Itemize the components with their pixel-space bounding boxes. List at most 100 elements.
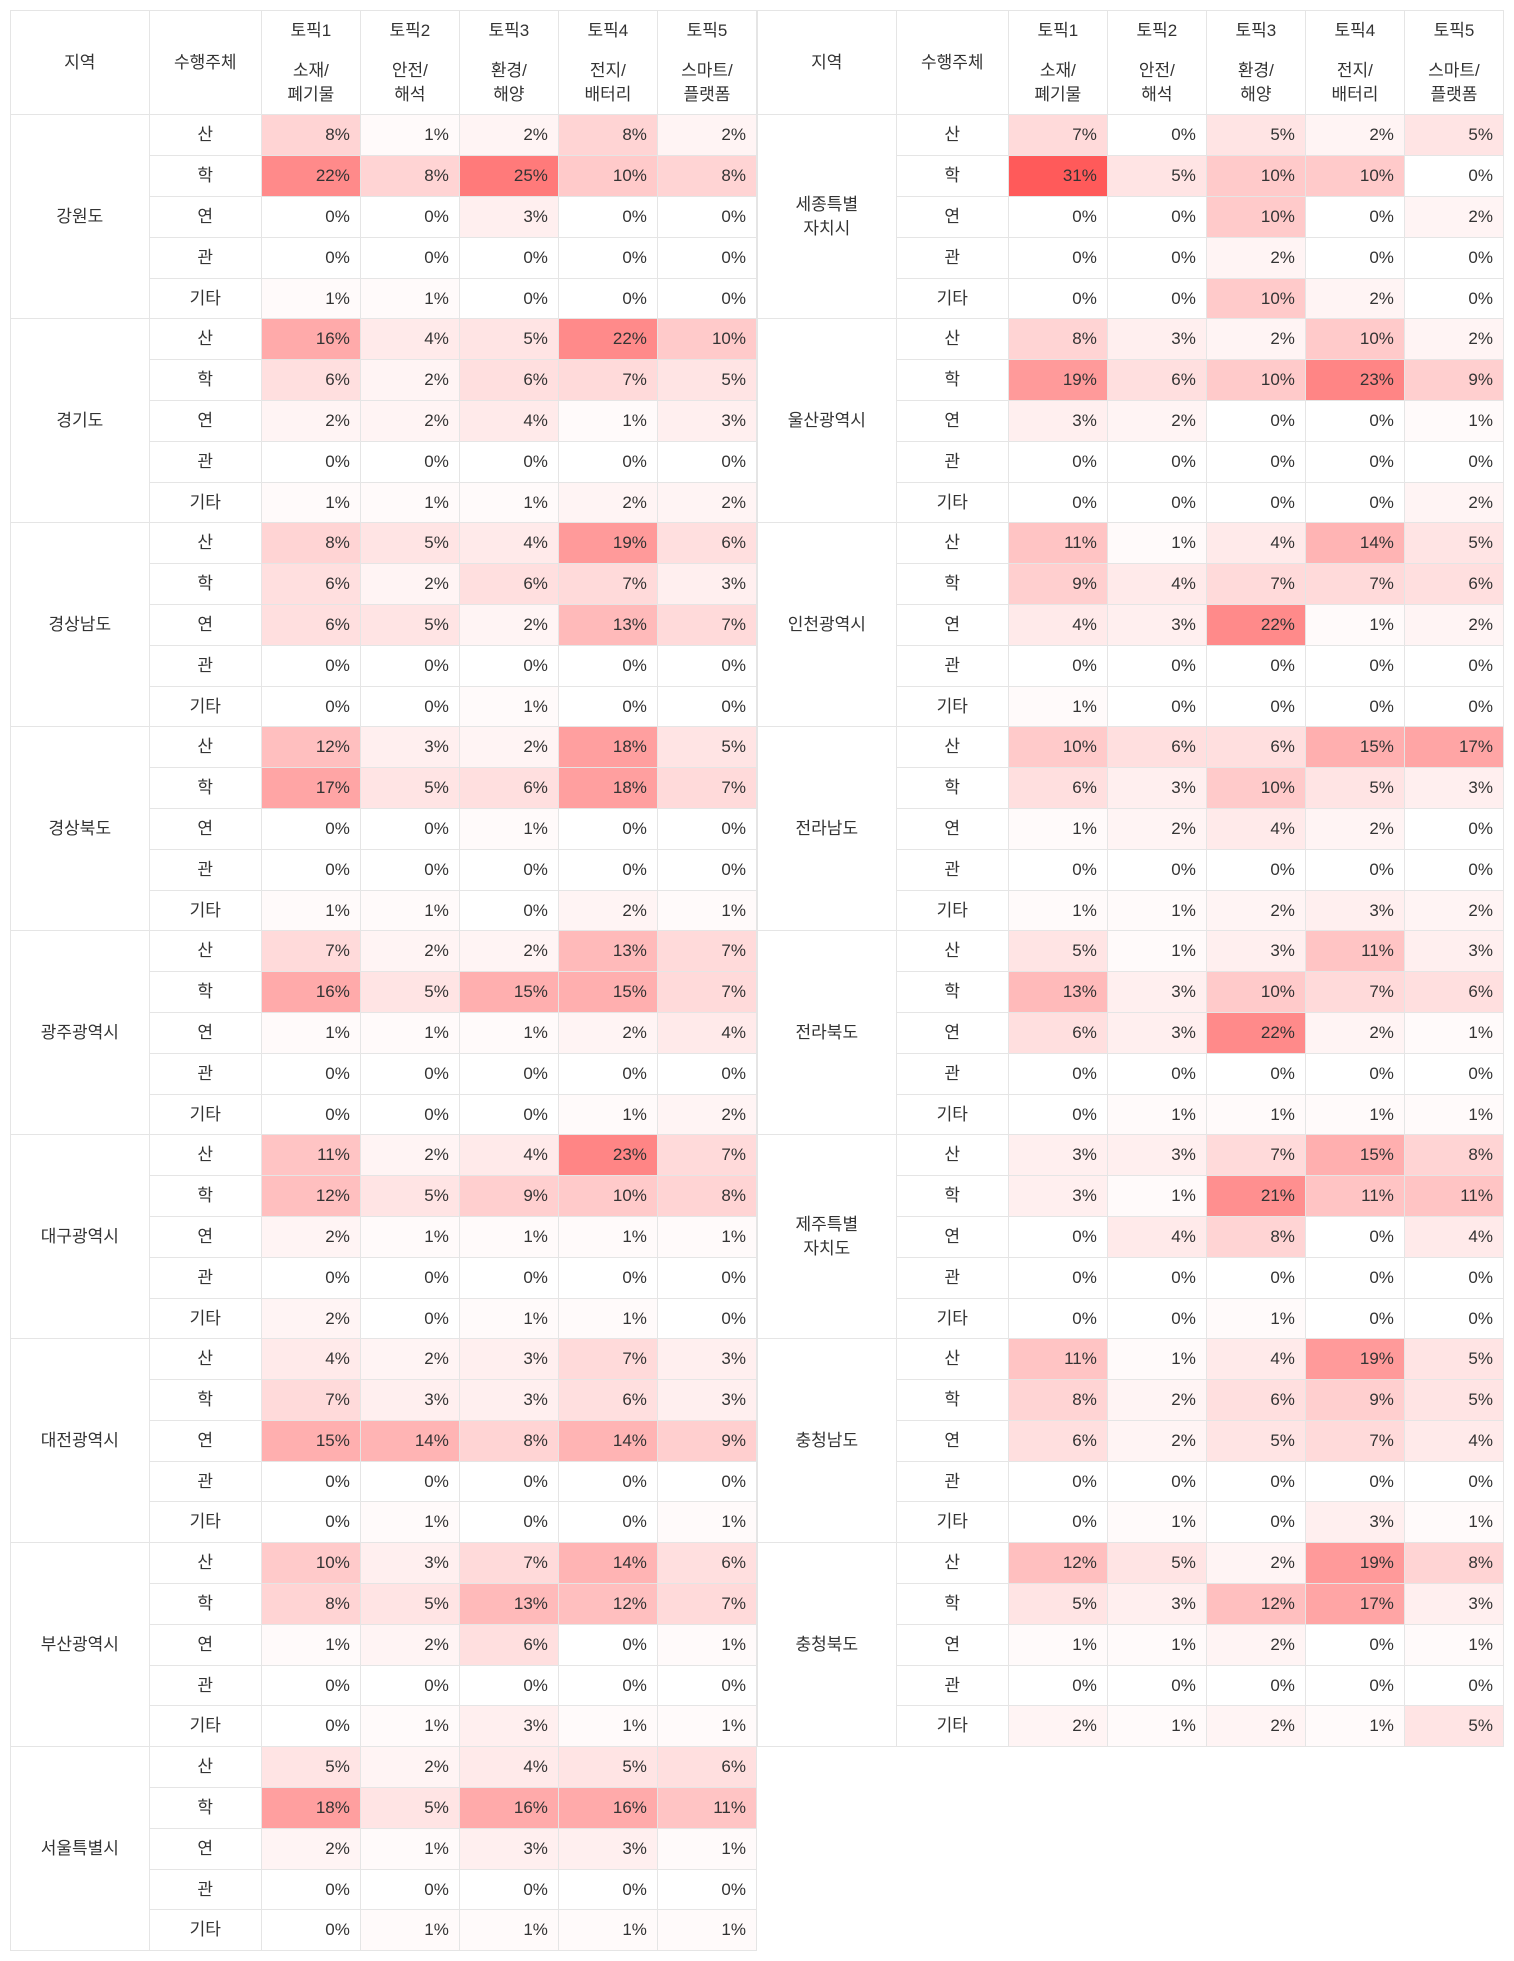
value-cell: 15%: [1305, 1135, 1404, 1176]
table-row: 충청북도산12%5%2%19%8%: [758, 1543, 1504, 1584]
value-cell: 2%: [459, 727, 558, 768]
value-cell: 1%: [261, 482, 360, 523]
region-cell: 대전광역시: [11, 1339, 150, 1543]
value-cell: 1%: [1107, 523, 1206, 564]
value-cell: 1%: [360, 1502, 459, 1543]
value-cell: 0%: [1305, 1216, 1404, 1257]
value-cell: 19%: [558, 523, 657, 564]
subject-cell: 산: [149, 319, 261, 360]
region-cell: 전라북도: [758, 931, 897, 1135]
value-cell: 12%: [261, 727, 360, 768]
value-cell: 1%: [1107, 1339, 1206, 1380]
value-cell: 22%: [558, 319, 657, 360]
subject-cell: 기타: [149, 890, 261, 931]
value-cell: 0%: [1008, 1298, 1107, 1339]
subject-cell: 학: [896, 1380, 1008, 1421]
value-cell: 0%: [1305, 849, 1404, 890]
value-cell: 0%: [261, 849, 360, 890]
table-row: 충청남도산11%1%4%19%5%: [758, 1339, 1504, 1380]
value-cell: 4%: [1404, 1420, 1503, 1461]
value-cell: 6%: [459, 564, 558, 605]
value-cell: 4%: [1206, 523, 1305, 564]
value-cell: 6%: [261, 604, 360, 645]
value-cell: 8%: [1404, 1135, 1503, 1176]
value-cell: 0%: [1305, 686, 1404, 727]
value-cell: 11%: [261, 1135, 360, 1176]
header-topic-sub-1: 소재/폐기물: [261, 51, 360, 115]
header-topic-sub-3: 환경/해양: [1206, 51, 1305, 115]
region-cell: 광주광역시: [11, 931, 150, 1135]
subject-cell: 학: [896, 972, 1008, 1013]
subject-cell: 기타: [896, 1706, 1008, 1747]
value-cell: 12%: [1008, 1543, 1107, 1584]
value-cell: 0%: [657, 196, 756, 237]
value-cell: 16%: [261, 319, 360, 360]
table-row: 강원도산8%1%2%8%2%: [11, 115, 757, 156]
header-topic-sub-3: 환경/해양: [459, 51, 558, 115]
subject-cell: 학: [149, 972, 261, 1013]
value-cell: 1%: [1107, 1706, 1206, 1747]
value-cell: 0%: [1404, 686, 1503, 727]
region-cell: 충청북도: [758, 1543, 897, 1747]
value-cell: 13%: [558, 604, 657, 645]
value-cell: 5%: [657, 360, 756, 401]
value-cell: 0%: [558, 441, 657, 482]
table-row: 전라남도산10%6%6%15%17%: [758, 727, 1504, 768]
value-cell: 5%: [360, 604, 459, 645]
value-cell: 1%: [1404, 1094, 1503, 1135]
value-cell: 5%: [1404, 523, 1503, 564]
value-cell: 1%: [360, 1706, 459, 1747]
header-region: 지역: [11, 11, 150, 115]
value-cell: 7%: [657, 1584, 756, 1625]
value-cell: 0%: [459, 849, 558, 890]
subject-cell: 연: [896, 196, 1008, 237]
value-cell: 4%: [459, 523, 558, 564]
subject-cell: 산: [896, 1135, 1008, 1176]
value-cell: 2%: [459, 604, 558, 645]
value-cell: 5%: [360, 768, 459, 809]
value-cell: 9%: [657, 1420, 756, 1461]
value-cell: 0%: [1107, 482, 1206, 523]
value-cell: 2%: [1206, 1543, 1305, 1584]
value-cell: 0%: [1008, 1257, 1107, 1298]
subject-cell: 기타: [149, 1094, 261, 1135]
table-row: 인천광역시산11%1%4%14%5%: [758, 523, 1504, 564]
value-cell: 1%: [360, 278, 459, 319]
value-cell: 1%: [1404, 400, 1503, 441]
value-cell: 9%: [1305, 1380, 1404, 1421]
header-topic-2: 토픽2: [360, 11, 459, 51]
value-cell: 1%: [657, 1828, 756, 1869]
value-cell: 0%: [459, 1461, 558, 1502]
value-cell: 0%: [459, 1053, 558, 1094]
value-cell: 1%: [1008, 686, 1107, 727]
value-cell: 2%: [657, 482, 756, 523]
value-cell: 0%: [1404, 1298, 1503, 1339]
subject-cell: 연: [896, 604, 1008, 645]
value-cell: 4%: [657, 1012, 756, 1053]
value-cell: 2%: [261, 400, 360, 441]
value-cell: 12%: [1206, 1584, 1305, 1625]
value-cell: 1%: [261, 278, 360, 319]
value-cell: 2%: [360, 564, 459, 605]
value-cell: 6%: [1404, 564, 1503, 605]
value-cell: 16%: [261, 972, 360, 1013]
value-cell: 1%: [1206, 1298, 1305, 1339]
value-cell: 5%: [1404, 115, 1503, 156]
value-cell: 8%: [1404, 1543, 1503, 1584]
value-cell: 0%: [558, 1053, 657, 1094]
subject-cell: 학: [149, 360, 261, 401]
value-cell: 1%: [459, 1910, 558, 1951]
table-row: 전라북도산5%1%3%11%3%: [758, 931, 1504, 972]
value-cell: 8%: [261, 115, 360, 156]
subject-cell: 산: [896, 319, 1008, 360]
value-cell: 5%: [360, 523, 459, 564]
value-cell: 8%: [459, 1420, 558, 1461]
value-cell: 0%: [1404, 1053, 1503, 1094]
value-cell: 8%: [657, 156, 756, 197]
region-cell: 인천광역시: [758, 523, 897, 727]
value-cell: 0%: [1305, 441, 1404, 482]
value-cell: 0%: [558, 1869, 657, 1910]
value-cell: 4%: [360, 319, 459, 360]
table-row: 대전광역시산4%2%3%7%3%: [11, 1339, 757, 1380]
value-cell: 0%: [657, 808, 756, 849]
